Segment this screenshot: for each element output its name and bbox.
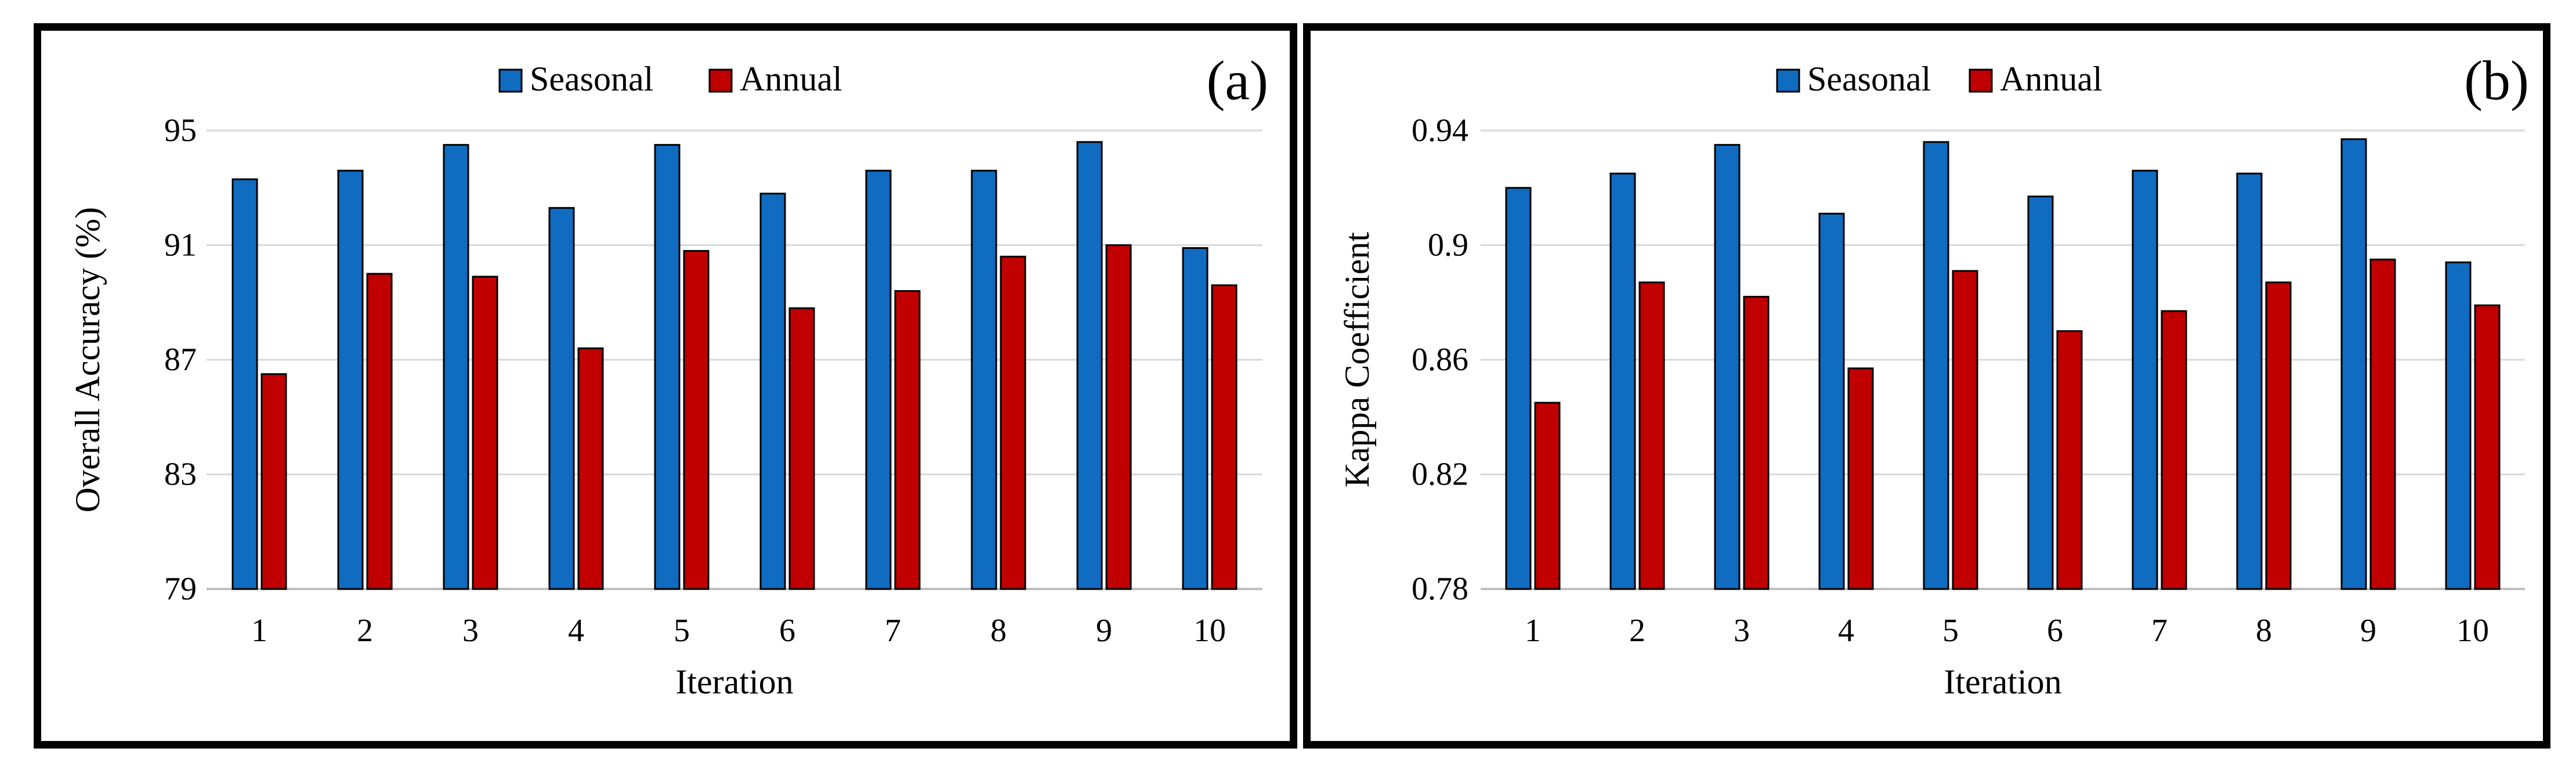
legend-swatch-annual (708, 68, 733, 93)
bar-seasonal-10 (1182, 247, 1209, 590)
bar-seasonal-2 (337, 169, 364, 590)
x-tick-label: 7 (2151, 613, 2168, 649)
bar-seasonal-6 (2027, 196, 2054, 590)
y-axis-title: Overall Accuracy (%) (68, 207, 107, 512)
bar-annual-7 (2161, 310, 2187, 590)
legend-label-annual: Annual (740, 60, 842, 98)
bar-annual-6 (788, 307, 815, 590)
x-tick-label: 1 (251, 613, 267, 649)
x-tick-label: 9 (1096, 613, 1112, 649)
bar-annual-9 (1105, 244, 1132, 590)
x-tick-label: 6 (2047, 613, 2063, 649)
x-tick-label: 4 (1838, 613, 1854, 649)
x-axis-title: Iteration (1944, 663, 2061, 701)
bar-seasonal-1 (1505, 187, 1532, 590)
y-tick-label: 0.78 (1412, 571, 1468, 607)
x-tick-label: 4 (568, 613, 584, 649)
bar-seasonal-4 (1818, 212, 1845, 590)
bar-annual-2 (366, 273, 393, 590)
bar-seasonal-7 (2132, 169, 2158, 590)
y-tick-label: 87 (164, 342, 197, 378)
bar-seasonal-9 (2340, 138, 2367, 590)
bar-seasonal-6 (759, 193, 786, 590)
x-tick-label: 10 (2456, 613, 2489, 649)
bar-seasonal-3 (443, 144, 469, 590)
x-tick-label: 7 (885, 613, 901, 649)
legend-swatch-seasonal (498, 68, 523, 93)
x-tick-label: 8 (990, 613, 1007, 649)
y-tick-label: 0.86 (1412, 342, 1468, 378)
bar-seasonal-10 (2445, 261, 2472, 590)
bar-seasonal-8 (971, 169, 997, 590)
bar-seasonal-8 (2236, 172, 2263, 590)
panel-label: (b) (2464, 49, 2529, 111)
bar-annual-9 (2369, 258, 2396, 590)
legend-swatch-seasonal (1776, 68, 1800, 93)
bar-annual-10 (1211, 284, 1238, 590)
chart-panel-overall-accuracy: 79 83 87 91 95 1 2 3 4 5 6 7 8 9 10 Iteration Overall Ac… (34, 23, 1297, 749)
x-tick-label: 6 (779, 613, 795, 649)
bar-annual-4 (577, 347, 604, 590)
x-tick-label: 5 (1942, 613, 1959, 649)
bar-annual-7 (894, 290, 921, 590)
bar-seasonal-7 (865, 169, 892, 590)
y-tick-label: 0.94 (1412, 113, 1468, 149)
overall-accuracy-chart: 79 83 87 91 95 1 2 3 4 5 6 7 8 9 10 Iteration Overall Ac… (68, 49, 1268, 701)
y-tick-label: 79 (164, 571, 197, 607)
bar-annual-8 (2265, 281, 2292, 590)
bar-annual-6 (2056, 330, 2083, 590)
bar-seasonal-5 (1923, 141, 1949, 590)
chart-panel-kappa-coefficient: 0.78 0.82 0.86 0.9 0.94 1 2 3 4 5 6 7 8 9 10 Iteration K… (1303, 23, 2550, 749)
y-tick-label: 0.9 (1428, 227, 1468, 263)
x-tick-label: 8 (2256, 613, 2272, 649)
legend-label-annual: Annual (2000, 60, 2103, 98)
y-tick-label: 91 (164, 227, 197, 263)
bar-annual-8 (1000, 255, 1026, 590)
x-tick-label: 2 (357, 613, 373, 649)
bar-seasonal-4 (548, 207, 575, 590)
y-tick-label: 95 (164, 113, 197, 149)
bar-annual-3 (472, 276, 498, 590)
bar-seasonal-1 (231, 178, 258, 590)
bar-annual-4 (1847, 367, 1874, 590)
x-tick-label: 3 (462, 613, 479, 649)
bar-annual-1 (261, 373, 287, 590)
x-axis-title: Iteration (675, 663, 793, 701)
bar-seasonal-9 (1076, 141, 1103, 590)
bar-seasonal-2 (1609, 172, 1636, 590)
y-tick-label: 0.82 (1412, 457, 1468, 493)
legend-swatch-annual (1969, 68, 1993, 93)
legend-label-seasonal: Seasonal (530, 60, 653, 98)
bar-annual-5 (1952, 270, 1978, 590)
x-tick-label: 10 (1193, 613, 1226, 649)
x-tick-label: 9 (2360, 613, 2376, 649)
y-tick-label: 83 (164, 457, 197, 493)
x-tick-label: 3 (1734, 613, 1750, 649)
bar-annual-1 (1534, 402, 1561, 590)
legend-label-seasonal: Seasonal (1807, 60, 1931, 98)
bar-annual-3 (1743, 295, 1770, 590)
kappa-coefficient-chart: 0.78 0.82 0.86 0.9 0.94 1 2 3 4 5 6 7 8 9 10 Iteration K… (1338, 49, 2529, 701)
panel-label: (a) (1206, 49, 1268, 111)
bar-seasonal-3 (1714, 144, 1741, 590)
bar-annual-10 (2474, 304, 2501, 590)
x-tick-label: 2 (1629, 613, 1645, 649)
bar-seasonal-5 (654, 144, 681, 590)
y-axis-title: Kappa Coefficient (1338, 232, 1376, 487)
bar-annual-5 (683, 250, 710, 590)
x-tick-label: 5 (674, 613, 690, 649)
x-tick-label: 1 (1525, 613, 1541, 649)
bar-annual-2 (1638, 281, 1665, 590)
